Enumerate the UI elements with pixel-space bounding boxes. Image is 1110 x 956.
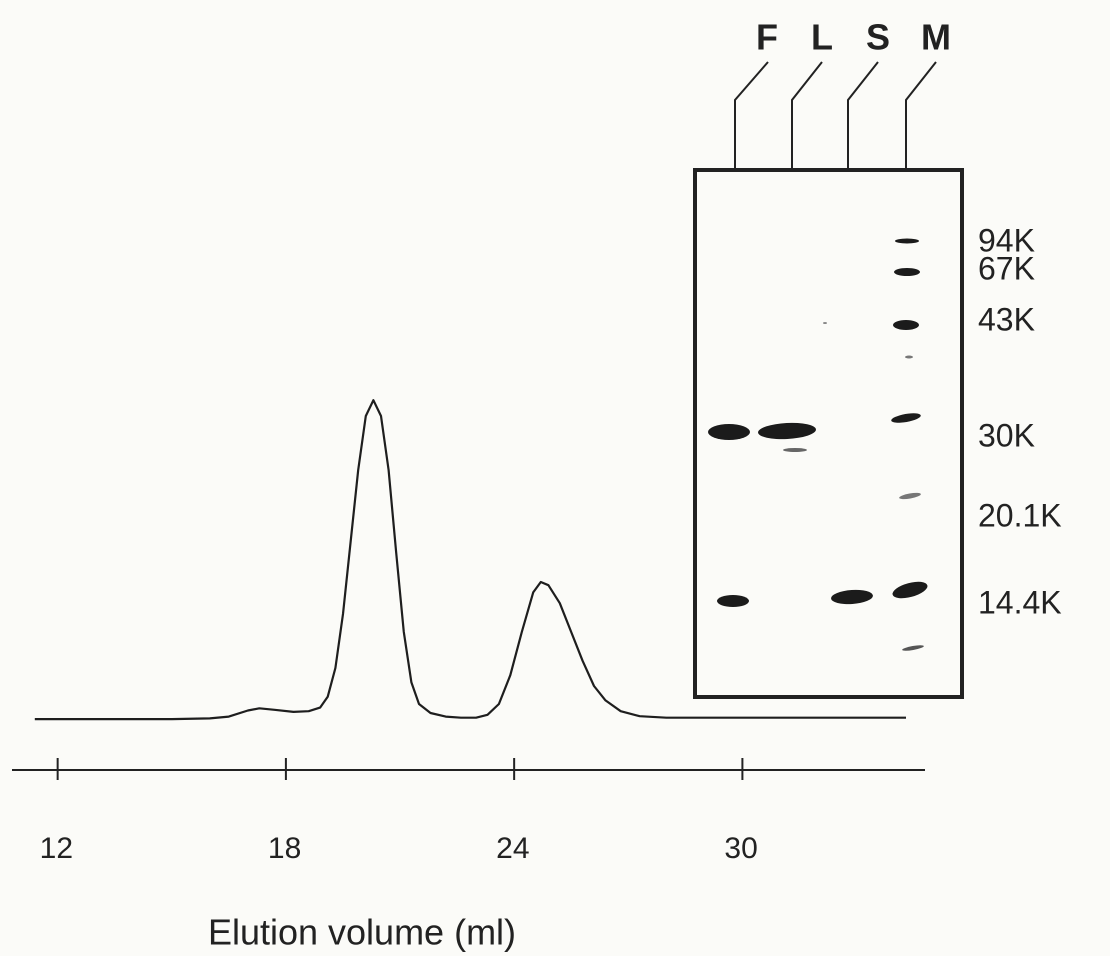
marker-label: 43K	[978, 301, 1035, 337]
marker-label: 94K	[978, 222, 1035, 258]
band	[893, 320, 919, 330]
x-tick-label: 30	[724, 832, 757, 865]
band	[717, 595, 749, 607]
band	[899, 492, 921, 500]
gel-frame	[693, 168, 964, 699]
band	[783, 448, 807, 452]
band	[891, 413, 921, 423]
band	[894, 268, 920, 276]
x-tick-label: 12	[40, 832, 73, 865]
trace	[34, 399, 906, 721]
marker-label: 67K	[978, 250, 1035, 286]
gel-inset	[693, 61, 964, 699]
lane-label: F	[756, 17, 778, 58]
x-tick-label: 18	[268, 832, 301, 865]
lane-leader	[847, 61, 879, 170]
band	[895, 238, 919, 244]
band	[892, 581, 928, 599]
band	[708, 424, 750, 440]
band	[823, 322, 827, 324]
lane-label: M	[921, 17, 951, 58]
marker-label: 20.1K	[978, 497, 1062, 533]
band	[902, 645, 924, 651]
x-axis-title: Elution volume (ml)	[208, 912, 516, 953]
band	[905, 355, 913, 359]
x-tick-label: 24	[496, 832, 529, 865]
band	[758, 422, 816, 440]
lane-label: L	[811, 17, 833, 58]
lane-leader	[791, 61, 823, 170]
band	[831, 589, 873, 605]
lane-leader	[905, 61, 937, 170]
lane-label: S	[866, 17, 890, 58]
marker-label: 14.4K	[978, 584, 1062, 620]
gel-bands	[708, 238, 928, 651]
marker-label: 30K	[978, 417, 1035, 453]
lane-leader	[734, 61, 769, 170]
